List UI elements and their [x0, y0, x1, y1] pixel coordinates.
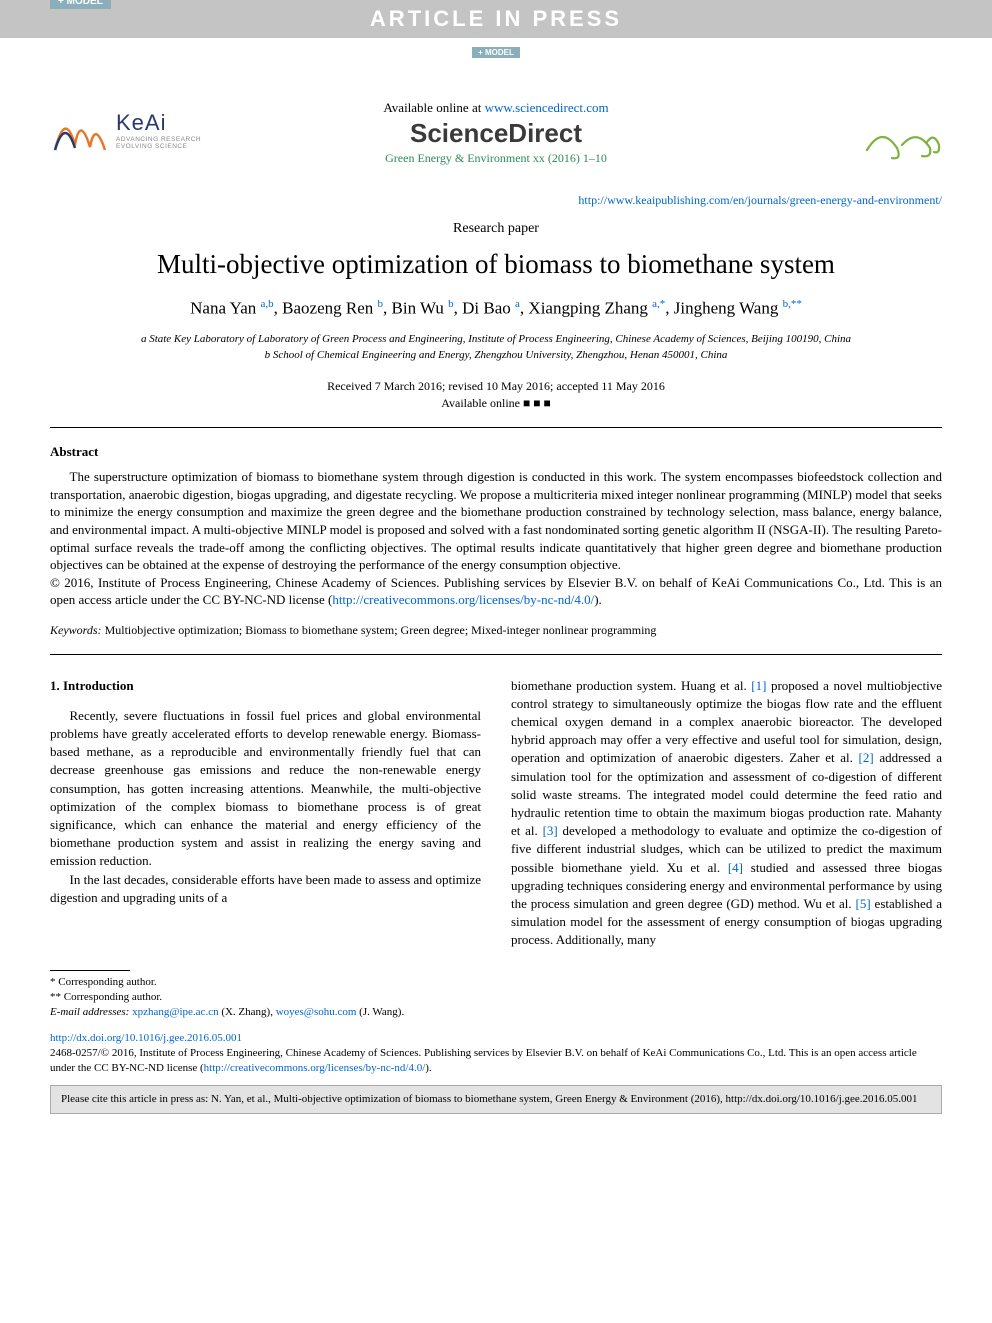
author-5: Xiangping Zhang: [528, 299, 647, 318]
article-in-press-banner: ARTICLE IN PRESS: [0, 0, 992, 38]
citation-text: Please cite this article in press as: N.…: [61, 1093, 918, 1105]
copyright-statement: © 2016, Institute of Process Engineering…: [50, 574, 942, 609]
citation-link-4[interactable]: [4]: [728, 860, 743, 875]
author-4-affil[interactable]: a: [515, 298, 520, 310]
masthead: KeAi ADVANCING RESEARCH EVOLVING SCIENCE…: [0, 60, 992, 176]
intro-para-1: Recently, severe fluctuations in fossil …: [50, 707, 481, 871]
column-left: 1. Introduction Recently, severe fluctua…: [50, 677, 481, 950]
intro-para-2: In the last decades, considerable effort…: [50, 871, 481, 907]
keywords-text: Multiobjective optimization; Biomass to …: [102, 623, 657, 637]
doi-section: http://dx.doi.org/10.1016/j.gee.2016.05.…: [50, 1031, 942, 1077]
email-name-2: (J. Wang).: [356, 1006, 404, 1018]
body-columns: 1. Introduction Recently, severe fluctua…: [50, 677, 942, 950]
issn-copyright: 2468-0257/© 2016, Institute of Process E…: [50, 1046, 942, 1077]
author-3: Bin Wu: [392, 299, 444, 318]
author-1: Nana Yan: [190, 299, 256, 318]
author-1-affil[interactable]: a,b: [261, 298, 274, 310]
email-link-wang[interactable]: woyes@sohu.com: [276, 1006, 357, 1018]
keywords-label: Keywords:: [50, 623, 102, 637]
affiliation-b: b School of Chemical Engineering and Ene…: [50, 347, 942, 364]
author-2-affil[interactable]: b: [378, 298, 384, 310]
author-6: Jingheng Wang: [674, 299, 779, 318]
dates-received: Received 7 March 2016; revised 10 May 20…: [0, 378, 992, 395]
author-4: Di Bao: [462, 299, 511, 318]
abstract-text: The superstructure optimization of bioma…: [50, 468, 942, 573]
footnotes: * Corresponding author. ** Corresponding…: [50, 970, 467, 1021]
dates-online: Available online ■ ■ ■: [0, 395, 992, 412]
email-addresses: E-mail addresses: xpzhang@ipe.ac.cn (X. …: [50, 1005, 467, 1020]
keai-wordmark: KeAi: [116, 110, 201, 136]
copyright-suffix: ).: [594, 592, 602, 607]
citation-link-5[interactable]: [5]: [856, 896, 871, 911]
model-badge-small: + MODEL: [472, 47, 520, 58]
article-dates: Received 7 March 2016; revised 10 May 20…: [0, 378, 992, 412]
keai-tagline-1: ADVANCING RESEARCH: [116, 136, 201, 143]
rule-above-abstract: [50, 427, 942, 428]
issn-prefix: 2468-0257/© 2016, Institute of Process E…: [50, 1047, 917, 1074]
author-5-affil[interactable]: a,*: [652, 298, 665, 310]
citation-box: Please cite this article in press as: N.…: [50, 1085, 942, 1114]
author-list: Nana Yan a,b, Baozeng Ren b, Bin Wu b, D…: [50, 298, 942, 319]
keai-tagline-2: EVOLVING SCIENCE: [116, 143, 201, 150]
corresponding-author-1: * Corresponding author.: [50, 975, 467, 990]
author-6-affil[interactable]: b,**: [783, 298, 802, 310]
citation-link-3[interactable]: [3]: [543, 823, 558, 838]
footnote-rule: [50, 970, 130, 971]
email-label: E-mail addresses:: [50, 1006, 129, 1018]
citation-link-1[interactable]: [1]: [751, 678, 766, 693]
affiliations: a State Key Laboratory of Laboratory of …: [50, 331, 942, 364]
section-heading-intro: 1. Introduction: [50, 677, 481, 695]
sciencedirect-url-link[interactable]: www.sciencedirect.com: [485, 100, 609, 115]
col2-text-a: biomethane production system. Huang et a…: [511, 678, 751, 693]
article-type: Research paper: [0, 221, 992, 237]
journal-logo-gee: [862, 120, 942, 165]
article-title: Multi-objective optimization of biomass …: [50, 247, 942, 282]
doi-link[interactable]: http://dx.doi.org/10.1016/j.gee.2016.05.…: [50, 1032, 242, 1044]
cc-license-link[interactable]: http://creativecommons.org/licenses/by-n…: [332, 592, 594, 607]
publisher-logo-keai: KeAi ADVANCING RESEARCH EVOLVING SCIENCE: [50, 105, 201, 155]
keywords: Keywords: Multiobjective optimization; B…: [50, 623, 942, 638]
column-right: biomethane production system. Huang et a…: [511, 677, 942, 950]
rule-below-keywords: [50, 654, 942, 655]
corresponding-author-2: ** Corresponding author.: [50, 990, 467, 1005]
citation-link-2[interactable]: [2]: [859, 750, 874, 765]
author-2: Baozeng Ren: [282, 299, 373, 318]
email-link-zhang[interactable]: xpzhang@ipe.ac.cn: [132, 1006, 218, 1018]
author-3-affil[interactable]: b: [448, 298, 454, 310]
issn-suffix: ).: [425, 1062, 431, 1074]
available-online-prefix: Available online at: [383, 100, 484, 115]
email-name-1: (X. Zhang),: [219, 1006, 276, 1018]
affiliation-a: a State Key Laboratory of Laboratory of …: [50, 331, 942, 348]
intro-para-continued: biomethane production system. Huang et a…: [511, 677, 942, 950]
journal-homepage-link[interactable]: http://www.keaipublishing.com/en/journal…: [578, 193, 942, 207]
model-badge: + MODEL: [50, 0, 111, 9]
abstract-heading: Abstract: [50, 444, 942, 460]
cc-license-link-footer[interactable]: http://creativecommons.org/licenses/by-n…: [204, 1062, 426, 1074]
